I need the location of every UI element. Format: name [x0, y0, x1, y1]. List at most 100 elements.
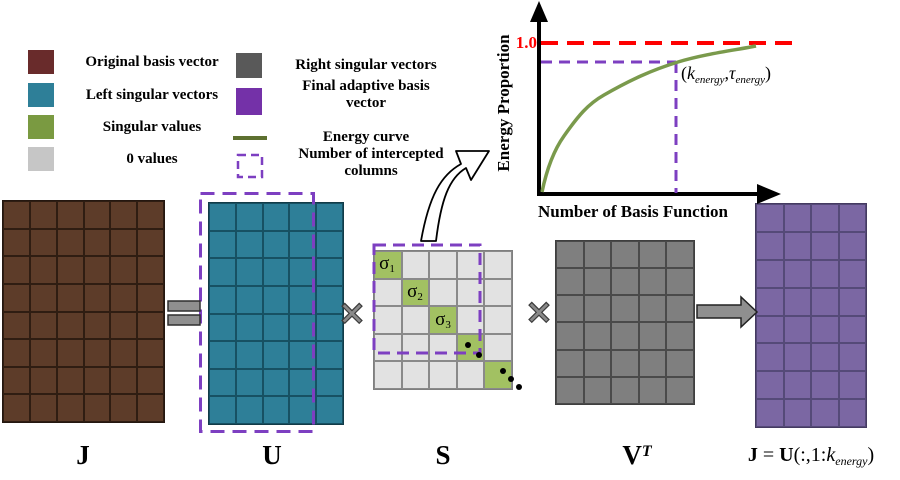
matrix-cell: [83, 201, 111, 229]
matrix-cell: [235, 313, 263, 342]
matrix-cell: [756, 204, 784, 232]
matrix-cell: [556, 322, 584, 350]
matrix-cell: [429, 251, 457, 279]
matrix-cell: [811, 315, 839, 344]
matrix-cell: [756, 343, 784, 372]
matrix-cell: [583, 376, 612, 404]
matrix-cell: [811, 399, 839, 427]
matrix-cell: [484, 251, 512, 279]
matrix-cell: [374, 306, 402, 334]
matrix-cell: [3, 228, 30, 257]
sigma-2-subscript: 2: [417, 291, 423, 303]
y-tick-1.0: 1.0: [515, 33, 537, 52]
matrix-cell: [137, 394, 164, 422]
matrix-cell: [83, 311, 111, 340]
matrix-cell: [3, 283, 30, 312]
matrix-cell: [262, 285, 290, 314]
matrix-cell: [666, 241, 694, 269]
formula-k: k: [826, 444, 836, 466]
matrix-cell: [137, 366, 164, 395]
matrix-cell: [56, 311, 84, 340]
matrix-cell: [484, 333, 512, 362]
matrix-final-basis: [755, 203, 867, 428]
matrix-cell: [83, 394, 111, 422]
matrix-cell: [838, 371, 866, 400]
matrix-cell: [262, 396, 290, 424]
diagonal-ellipsis-dot: [516, 384, 522, 390]
matrix-cell: [3, 339, 30, 367]
matrix-cell: [556, 295, 584, 323]
matrix-cell: [401, 333, 430, 362]
point-label-close: ): [765, 63, 772, 83]
zero-values-swatch: [28, 147, 54, 171]
matrix-cell: [811, 259, 839, 288]
x-axis-label: Number of Basis Function: [537, 202, 728, 221]
matrix-cell: [209, 258, 236, 286]
matrix-cell: [611, 268, 639, 296]
matrix-cell: [29, 339, 57, 367]
diagonal-ellipsis-dot: [508, 376, 514, 382]
matrix-cell: [638, 241, 667, 269]
matrix-cell: [56, 394, 84, 422]
sigma-1-subscript: 1: [389, 263, 395, 275]
matrix-cell: [611, 376, 639, 404]
matrix-cell: [638, 322, 667, 350]
matrix-cell: [666, 322, 694, 350]
matrix-cell: [262, 203, 290, 231]
matrix-cell: [137, 228, 164, 257]
matrix-cell: [289, 368, 317, 397]
matrix-cell: [611, 322, 639, 350]
matrix-cell: [611, 295, 639, 323]
label-matrix-u: U: [262, 440, 282, 470]
matrix-j: [2, 200, 165, 423]
matrix-cell: [484, 361, 512, 389]
matrix-cell: [83, 228, 111, 257]
matrix-cell: [666, 295, 694, 323]
matrix-cell: [137, 283, 164, 312]
matrix-cell: [756, 371, 784, 400]
matrix-cell: [235, 230, 263, 259]
matrix-cell: [137, 256, 164, 284]
matrix-cell: [484, 278, 512, 307]
matrix-cell: [583, 268, 612, 296]
matrix-cell: [110, 201, 138, 229]
legend-label-energy-curve: Energy curve: [322, 129, 410, 145]
matrix-cell: [110, 311, 138, 340]
matrix-cell: [583, 322, 612, 350]
matrix-cell: [583, 295, 612, 323]
matrix-cell: [110, 339, 138, 367]
legend-label-final-adaptive: Final adaptive basis vector: [276, 78, 456, 112]
matrix-cell: [83, 256, 111, 284]
matrix-cell: [110, 256, 138, 284]
formula-u: U: [779, 444, 794, 466]
matrix-cell: [556, 376, 584, 404]
matrix-cell: [611, 349, 639, 377]
matrix-cell: [3, 366, 30, 395]
matrix-cell: [316, 230, 343, 259]
matrix-cell: [289, 203, 317, 231]
matrix-cell: [811, 204, 839, 232]
legend-label-right-singular: Right singular vectors: [295, 57, 437, 73]
matrix-cell: [838, 399, 866, 427]
matrix-cell: [638, 268, 667, 296]
matrix-cell: [838, 259, 866, 288]
matrix-cell: [756, 231, 784, 260]
matrix-cell: [110, 283, 138, 312]
matrix-cell: [137, 311, 164, 340]
matrix-cell: [56, 228, 84, 257]
matrix-cell: [811, 371, 839, 400]
matrix-cell: [316, 341, 343, 369]
matrix-cell: [235, 368, 263, 397]
v-label-base: V: [622, 440, 642, 470]
matrix-cell: [638, 376, 667, 404]
sigma-3-subscript: 3: [445, 319, 451, 331]
matrix-cell: [811, 287, 839, 316]
matrix-cell: [262, 230, 290, 259]
matrix-cell: [316, 368, 343, 397]
matrix-cell: [401, 251, 430, 279]
matrix-cell: [456, 361, 485, 389]
matrix-cell: [374, 278, 402, 307]
formula-open: (:,1:: [793, 444, 827, 466]
